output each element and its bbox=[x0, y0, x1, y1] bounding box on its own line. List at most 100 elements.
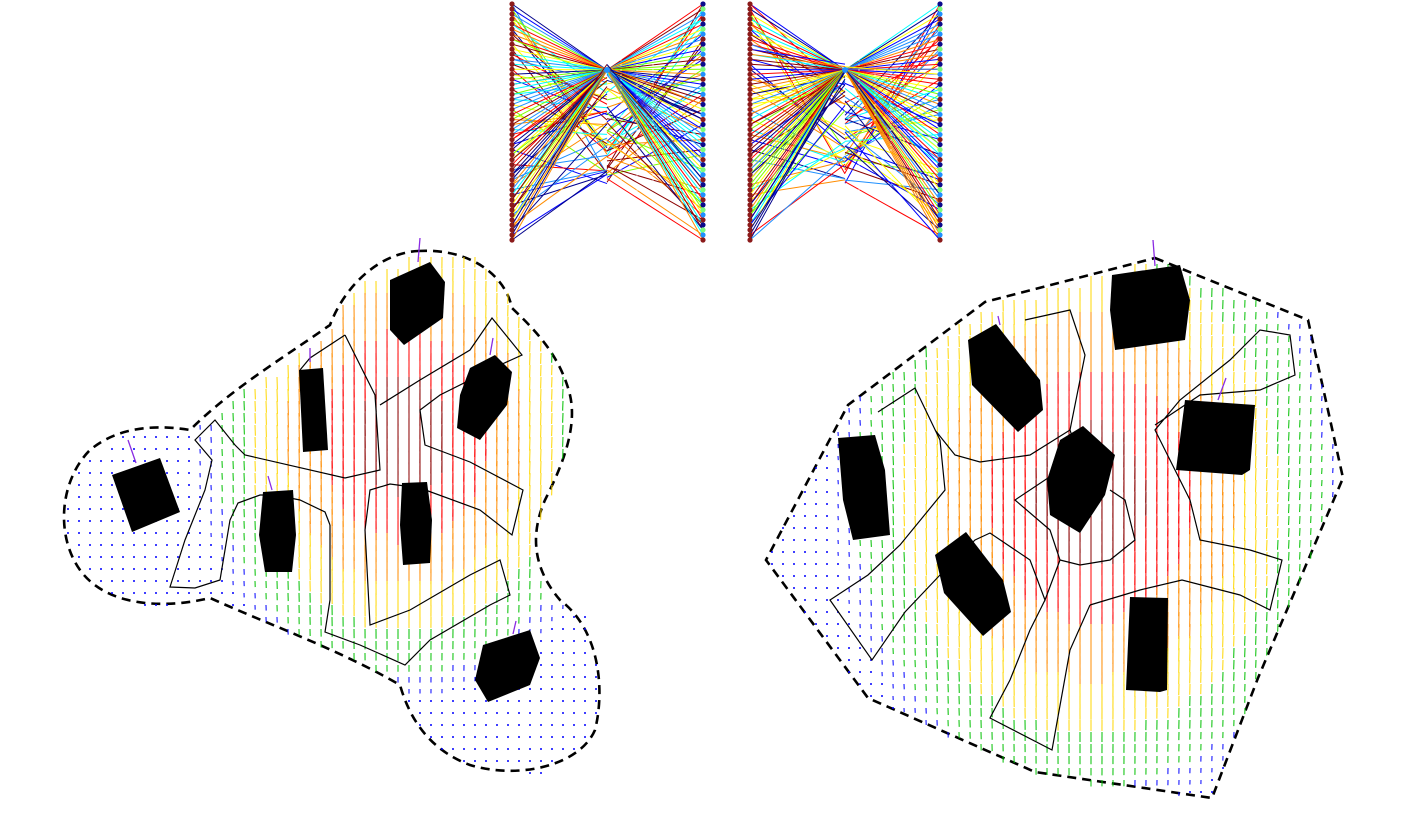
field-dot bbox=[452, 700, 454, 702]
obstacle-block bbox=[1047, 426, 1115, 533]
right-node bbox=[700, 21, 706, 27]
obstacle-block bbox=[299, 368, 328, 452]
region-outline bbox=[324, 316, 524, 666]
right-node bbox=[937, 46, 943, 52]
graph-edge bbox=[606, 8, 704, 71]
left-node bbox=[509, 81, 515, 87]
left-node bbox=[509, 136, 515, 143]
graph-edge bbox=[844, 69, 941, 166]
field-dot bbox=[815, 551, 817, 553]
left-node bbox=[747, 106, 753, 113]
field-dot bbox=[166, 436, 168, 438]
left-node bbox=[747, 192, 753, 198]
field-dot bbox=[562, 712, 564, 714]
graph-edge bbox=[844, 69, 941, 156]
graph-edge bbox=[511, 23, 608, 71]
graph-edge bbox=[511, 28, 608, 71]
left-node bbox=[509, 11, 515, 17]
field-dot bbox=[595, 700, 597, 702]
graph-edge bbox=[511, 13, 608, 71]
graph-edge bbox=[606, 69, 704, 95]
graph-edge bbox=[844, 23, 941, 168]
field-dot bbox=[518, 760, 520, 762]
right-node bbox=[700, 192, 706, 198]
right-node bbox=[937, 76, 943, 82]
field-dot bbox=[232, 592, 234, 594]
graph-edge bbox=[749, 69, 846, 80]
field-dot bbox=[848, 611, 850, 613]
field-dot bbox=[474, 712, 476, 714]
graph-edge bbox=[844, 69, 941, 90]
left-node bbox=[747, 197, 753, 203]
field-dot bbox=[122, 580, 124, 582]
field-dot bbox=[199, 568, 201, 570]
field-dot bbox=[804, 515, 806, 517]
field-dot bbox=[540, 664, 542, 666]
left-node bbox=[747, 212, 753, 218]
graph-edge bbox=[844, 43, 941, 71]
heading-marker bbox=[489, 337, 494, 356]
field-dot bbox=[562, 676, 564, 678]
field-dot bbox=[826, 455, 828, 457]
field-dot bbox=[122, 568, 124, 570]
field-dot bbox=[837, 623, 839, 625]
right-node bbox=[700, 41, 706, 47]
graph-edge bbox=[844, 28, 941, 71]
left-node bbox=[747, 36, 753, 42]
field-dot bbox=[89, 532, 91, 534]
field-dot bbox=[430, 724, 432, 726]
field-dot bbox=[144, 544, 146, 546]
field-dot bbox=[89, 472, 91, 474]
left-node bbox=[509, 1, 515, 7]
right-node bbox=[700, 136, 706, 143]
graph-nodes bbox=[747, 1, 943, 243]
graph-edge bbox=[511, 69, 608, 151]
field-dot bbox=[584, 652, 586, 654]
left-node bbox=[509, 222, 515, 228]
field-dot bbox=[815, 623, 817, 625]
obstacles bbox=[838, 239, 1255, 692]
field-dot bbox=[793, 587, 795, 589]
left-node bbox=[747, 167, 753, 173]
field-dot bbox=[100, 508, 102, 510]
field-dot bbox=[188, 436, 190, 438]
graph-edge bbox=[606, 69, 704, 75]
graph-edge bbox=[606, 38, 704, 183]
graph-edge bbox=[844, 69, 941, 95]
graph-edge bbox=[749, 28, 846, 71]
field-dot bbox=[144, 532, 146, 534]
field-dot bbox=[859, 671, 861, 673]
field-dot bbox=[188, 448, 190, 450]
right-node bbox=[700, 182, 706, 188]
right-node bbox=[700, 61, 706, 67]
field-dot bbox=[584, 712, 586, 714]
graph-edge bbox=[606, 131, 704, 211]
graph-edge bbox=[749, 13, 846, 71]
field-dot bbox=[584, 724, 586, 726]
graph-edge bbox=[844, 87, 941, 166]
field-dot bbox=[518, 700, 520, 702]
field-dot bbox=[122, 520, 124, 522]
field-dot bbox=[815, 491, 817, 493]
graph-edge bbox=[749, 69, 846, 181]
left-node bbox=[509, 126, 515, 133]
field-dot bbox=[452, 688, 454, 690]
field-dot bbox=[826, 467, 828, 469]
obstacle-block bbox=[1110, 265, 1190, 350]
field-dot bbox=[441, 712, 443, 714]
graph-edge bbox=[511, 69, 608, 80]
graph-edge bbox=[844, 53, 941, 71]
field-dot bbox=[485, 760, 487, 762]
graph-edge bbox=[606, 69, 704, 145]
right-node bbox=[937, 51, 943, 57]
field-dot bbox=[782, 551, 784, 553]
field-dot bbox=[100, 520, 102, 522]
graph-edge bbox=[749, 160, 846, 186]
field-dot bbox=[804, 491, 806, 493]
left-node bbox=[747, 41, 753, 47]
heading-marker bbox=[997, 315, 1001, 326]
field-dot bbox=[111, 592, 113, 594]
graph-inner-columns bbox=[620, 59, 654, 200]
graph-edge bbox=[606, 69, 704, 161]
field-dot bbox=[111, 568, 113, 570]
